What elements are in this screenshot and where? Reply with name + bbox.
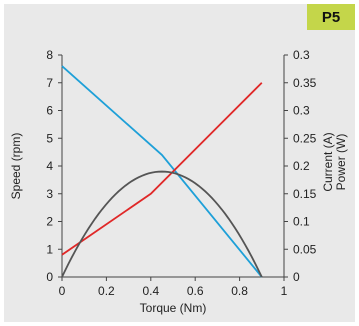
y-tick-label-left: 7 xyxy=(46,76,53,90)
y-tick-label-right: 0.2 xyxy=(293,159,310,173)
y-axis-label-right: Current (A) xyxy=(321,132,335,191)
y-axis-label-right: Power (W) xyxy=(334,134,348,191)
x-tick-label: 0.2 xyxy=(98,284,115,298)
y-tick-label-right: 0.3 xyxy=(293,104,310,118)
x-tick-label: 0.6 xyxy=(187,284,204,298)
y-tick-label-left: 5 xyxy=(46,131,53,145)
y-tick-label-right: 0.15 xyxy=(293,187,317,201)
y-tick-label-right: 0.25 xyxy=(293,131,317,145)
y-tick-label-right: 0.3 xyxy=(293,48,310,62)
y-tick-label-right: 0.05 xyxy=(293,242,317,256)
y-tick-label-left: 2 xyxy=(46,215,53,229)
y-tick-label-left: 4 xyxy=(46,159,53,173)
x-tick-label: 0 xyxy=(59,284,66,298)
y-tick-label-left: 0 xyxy=(46,270,53,284)
series-line-2 xyxy=(61,170,263,278)
y-tick-label-right: 0.1 xyxy=(293,215,310,229)
y-axis-label-left: Speed (rpm) xyxy=(9,133,23,200)
x-tick-label: 0.8 xyxy=(231,284,248,298)
x-tick-label: 0.4 xyxy=(142,284,159,298)
series-line-0 xyxy=(61,65,263,278)
model-badge: P5 xyxy=(307,4,355,30)
x-tick-label: 1 xyxy=(281,284,288,298)
y-tick-label-left: 6 xyxy=(46,104,53,118)
y-tick-label-left: 8 xyxy=(46,48,53,62)
x-axis-label: Torque (Nm) xyxy=(140,301,207,315)
y-tick-label-right: 0 xyxy=(293,270,300,284)
y-tick-label-left: 1 xyxy=(46,242,53,256)
chart-panel: P5 0 1 2 3 4 5 6 7 8 0 0.05 0.1 0.15 0.2 0.25 0.3 0.35 0.… xyxy=(4,4,355,322)
y-tick-label-right: 0.35 xyxy=(293,76,317,90)
y-tick-label-left: 3 xyxy=(46,187,53,201)
series-line-1 xyxy=(61,82,263,256)
